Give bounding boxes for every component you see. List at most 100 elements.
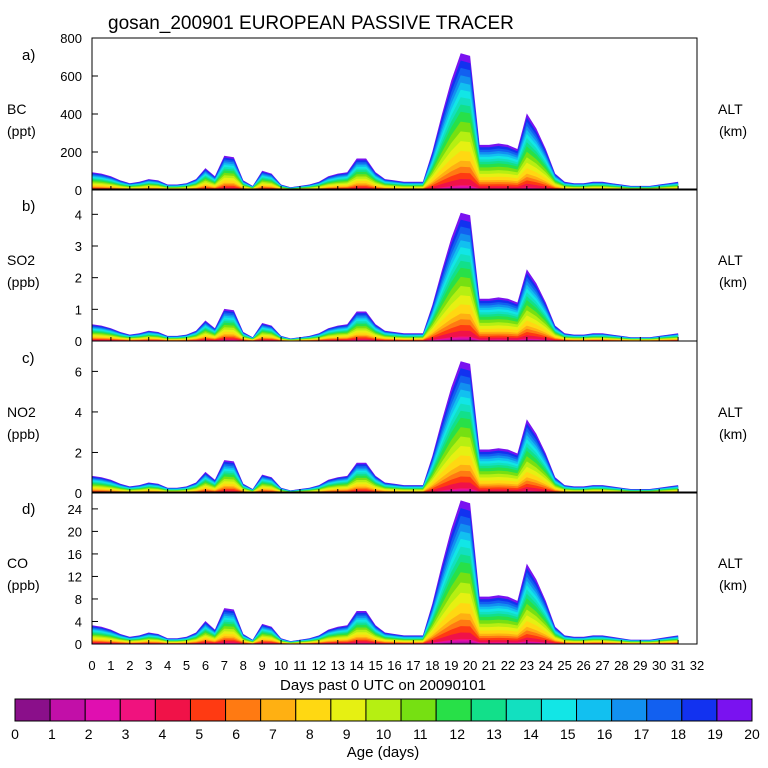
age-band-12 [92, 562, 679, 644]
x-tick-label: 21 [482, 658, 496, 673]
y-tick-label: 12 [68, 569, 82, 584]
age-band-12 [92, 111, 679, 190]
panel-frame [91, 491, 698, 645]
colorbar-tick-label: 8 [306, 726, 314, 742]
x-tick-label: 17 [406, 658, 420, 673]
age-band-18 [92, 226, 679, 341]
colorbar-swatch [49, 698, 86, 722]
colorbar-tick-label: 19 [707, 726, 723, 742]
y-tick-label: 4 [75, 614, 82, 629]
x-tick-label: 11 [293, 658, 307, 673]
colorbar-swatch [365, 698, 402, 722]
colorbar-tick-label: 18 [671, 726, 687, 742]
species-label: CO [7, 555, 28, 571]
y-tick-label: 0 [75, 486, 82, 501]
colorbar-swatch [154, 698, 191, 722]
colorbar-swatch [400, 698, 437, 722]
panel-co: 0 4 8 12 16 20 24 d) CO (ppb) ALT (km) [7, 491, 747, 652]
x-tick-label: 22 [501, 658, 515, 673]
colorbar-tick-label: 16 [597, 726, 613, 742]
y-tick-label: 3 [75, 239, 82, 254]
age-band-16 [92, 82, 679, 190]
panel-frame [91, 37, 698, 191]
panels-group: 0200400600800a)BC(ppt)ALT(km)01234b)SO2(… [7, 31, 747, 652]
y-tick-label: 600 [60, 69, 82, 84]
age-band-15 [92, 538, 679, 644]
species-label: NO2 [7, 404, 36, 420]
age-band-14 [92, 403, 679, 493]
x-tick-label: 24 [539, 658, 553, 673]
colorbar-swatch [540, 698, 578, 722]
x-tick-label: 28 [614, 658, 628, 673]
y-tick-label: 800 [60, 31, 82, 46]
age-band-17 [92, 382, 679, 493]
age-band-16 [92, 240, 679, 341]
x-tick-label: 0 [88, 658, 95, 673]
y-tick-label: 400 [60, 107, 82, 122]
x-tick-label: 10 [274, 658, 288, 673]
age-band-20 [92, 361, 679, 493]
colorbar-swatch [576, 698, 613, 722]
panel-frame [91, 188, 698, 342]
panel-letter: a) [22, 47, 35, 64]
y-tick-label: 2 [75, 271, 82, 286]
age-band-17 [92, 233, 679, 341]
unit-label: (ppb) [7, 426, 40, 442]
x-tick-label: 31 [671, 658, 685, 673]
age-band-18 [92, 67, 679, 190]
y-tick-label: 16 [68, 547, 82, 562]
age-band-14 [92, 546, 679, 644]
colorbar-swatch [611, 698, 648, 722]
colorbar-tick-label: 6 [232, 726, 240, 742]
age-band-20 [92, 500, 679, 644]
x-tick-label: 4 [164, 658, 171, 673]
y-tick-label: 0 [75, 637, 82, 652]
age-band-4 [92, 632, 679, 644]
age-band-4 [92, 482, 679, 493]
age-band-20 [92, 53, 679, 191]
age-band-19 [92, 219, 679, 341]
colorbar-tick-label: 13 [486, 726, 502, 742]
x-tick-label: 9 [259, 658, 266, 673]
x-tick-label: 6 [202, 658, 209, 673]
x-tick-label: 8 [240, 658, 247, 673]
colorbar-tick-label: 11 [413, 726, 428, 742]
x-tick-label: 1 [107, 658, 114, 673]
panel-letter: d) [22, 501, 35, 518]
right-alt-label: ALT [718, 555, 743, 571]
colorbar-label: Age (days) [347, 744, 420, 761]
x-tick-label: 19 [444, 658, 458, 673]
colorbar-tick-label: 1 [48, 726, 56, 742]
age-band-18 [92, 515, 679, 644]
x-tick-label: 30 [652, 658, 666, 673]
colorbar-swatch [119, 698, 156, 722]
age-band-1 [92, 641, 679, 644]
panel-letter: b) [22, 198, 35, 215]
age-band-4 [92, 179, 679, 190]
age-band-19 [92, 60, 679, 190]
age-band-13 [92, 260, 679, 341]
species-label: SO2 [7, 252, 35, 268]
y-tick-label: 200 [60, 145, 82, 160]
x-tick-label: 12 [312, 658, 326, 673]
x-tick-label: 26 [576, 658, 590, 673]
age-colorbar: 0 1 2 3 4 5 6 7 8 9 10 11 12 13 14 15 16 17 18 19 20 [11, 698, 760, 742]
age-band-14 [92, 97, 679, 190]
right-km-label: (km) [719, 274, 747, 290]
colorbar-tick-label: 9 [343, 726, 351, 742]
colorbar-tick-label: 15 [560, 726, 576, 742]
colorbar-swatch [435, 698, 472, 722]
age-band-18 [92, 375, 679, 493]
y-tick-label: 4 [75, 405, 82, 420]
age-band-17 [92, 523, 679, 644]
x-tick-label: 25 [557, 658, 571, 673]
x-tick-label: 29 [633, 658, 647, 673]
colorbar-tick-label: 5 [195, 726, 203, 742]
y-tick-label: 2 [75, 445, 82, 460]
age-band-12 [92, 267, 679, 341]
colorbar-tick-label: 2 [85, 726, 93, 742]
y-tick-label: 20 [68, 524, 82, 539]
unit-label: (ppt) [7, 123, 36, 139]
right-km-label: (km) [719, 426, 747, 442]
age-band-12 [92, 417, 679, 493]
